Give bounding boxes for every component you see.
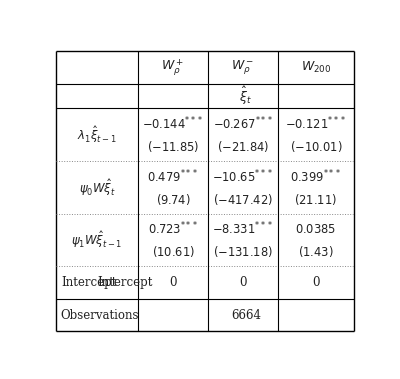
Text: $-0.267^{***}$: $-0.267^{***}$ [213, 116, 273, 132]
Text: $\lambda_1\hat{\xi}_{t-1}$: $\lambda_1\hat{\xi}_{t-1}$ [77, 124, 117, 145]
Text: 0: 0 [169, 276, 177, 289]
Text: Intercept: Intercept [61, 276, 116, 289]
Text: Observations: Observations [61, 309, 139, 322]
Text: $(-11.85)$: $(-11.85)$ [147, 139, 199, 154]
Text: $W^+_{\rho}$: $W^+_{\rho}$ [161, 57, 185, 78]
Text: 0: 0 [239, 276, 247, 289]
Text: $(1.43)$: $(1.43)$ [298, 244, 334, 260]
Text: 0: 0 [312, 276, 320, 289]
Text: $W^-_{\rho}$: $W^-_{\rho}$ [231, 58, 254, 77]
Text: $\hat{\xi}_t$: $\hat{\xi}_t$ [240, 85, 252, 107]
Text: $(21.11)$: $(21.11)$ [294, 192, 337, 207]
Text: $0.399^{***}$: $0.399^{***}$ [290, 168, 342, 185]
Text: $0.723^{***}$: $0.723^{***}$ [148, 221, 198, 238]
Text: $-8.331^{***}$: $-8.331^{***}$ [212, 221, 274, 238]
Text: $0.479^{***}$: $0.479^{***}$ [147, 168, 199, 185]
Text: $(-21.84)$: $(-21.84)$ [217, 139, 269, 154]
Text: $0.0385$: $0.0385$ [295, 223, 336, 236]
Text: $(9.74)$: $(9.74)$ [156, 192, 190, 207]
Text: $-10.65^{***}$: $-10.65^{***}$ [212, 168, 274, 185]
Text: $-0.121^{***}$: $-0.121^{***}$ [285, 116, 346, 132]
Text: $-0.144^{***}$: $-0.144^{***}$ [142, 116, 204, 132]
Text: $(10.61)$: $(10.61)$ [152, 244, 194, 260]
Text: Intercept: Intercept [97, 276, 152, 289]
Text: $(-417.42)$: $(-417.42)$ [213, 192, 273, 207]
Text: $(-10.01)$: $(-10.01)$ [290, 139, 342, 154]
Text: $(-131.18)$: $(-131.18)$ [213, 244, 273, 260]
Text: 6664: 6664 [231, 309, 261, 322]
Text: $W_{200}$: $W_{200}$ [301, 60, 331, 75]
Text: $\psi_0 W\hat{\xi}_t$: $\psi_0 W\hat{\xi}_t$ [78, 177, 116, 198]
Text: $\psi_1 W\hat{\xi}_{t-1}$: $\psi_1 W\hat{\xi}_{t-1}$ [72, 229, 123, 251]
